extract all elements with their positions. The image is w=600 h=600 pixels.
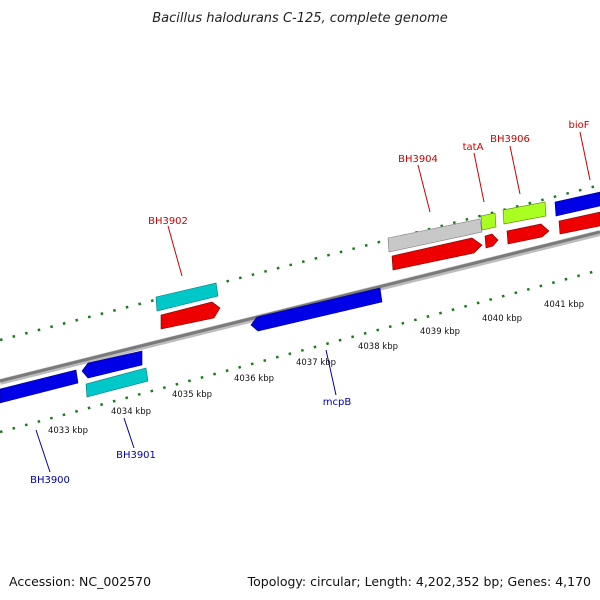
position-tick-label: 4033 kbp [48, 426, 88, 436]
gene-mcpb[interactable] [250, 287, 383, 332]
map-title: Bacillus halodurans C-125, complete geno… [152, 11, 448, 26]
feature-bh3902-overlap[interactable] [155, 282, 219, 312]
leader-line-bh3901 [123, 417, 135, 449]
gene-label-mcpb: mcpB [323, 397, 352, 408]
gene-biof[interactable] [558, 211, 600, 235]
leader-line-bh3906 [509, 145, 521, 195]
gene-label-biof: bioF [569, 120, 590, 131]
position-tick-label: 4035 kbp [172, 390, 212, 400]
gene-label-bh3900: BH3900 [30, 475, 70, 486]
position-tick-label: 4036 kbp [234, 374, 274, 384]
leader-line-mcpb [325, 349, 337, 396]
position-tick-label: 4037 kbp [296, 358, 336, 368]
position-tick-label: 4039 kbp [420, 327, 460, 337]
gene-label-bh3904: BH3904 [398, 154, 438, 165]
gene-label-bh3901: BH3901 [116, 450, 156, 461]
lower-tick-track [0, 268, 600, 434]
topology-summary-text: Topology: circular; Length: 4,202,352 bp… [247, 574, 591, 589]
gene-bh3904[interactable] [391, 237, 483, 271]
feature-bh3904-overlap[interactable] [387, 218, 483, 253]
feature-tata-overlap[interactable] [480, 212, 497, 231]
gene-label-tata: tatA [463, 142, 484, 153]
gene-tata[interactable] [484, 233, 499, 249]
feature-bh3906-overlap[interactable] [502, 201, 547, 225]
gene-bh3900[interactable] [0, 369, 79, 404]
feature-bh3901-overlap[interactable] [85, 367, 149, 398]
gene-bh3902[interactable] [160, 301, 221, 330]
leader-line-biof [579, 131, 591, 181]
position-tick-label: 4040 kbp [482, 314, 522, 324]
leader-line-bh3904 [417, 164, 431, 213]
genome-backbone [0, 230, 600, 383]
leader-line-bh3902 [167, 225, 183, 277]
accession-text: Accession: NC_002570 [9, 574, 151, 589]
position-tick-label: 4034 kbp [111, 407, 151, 417]
position-tick-label: 4041 kbp [544, 300, 584, 310]
gene-bh3906[interactable] [506, 223, 550, 245]
position-tick-label: 4038 kbp [358, 342, 398, 352]
leader-line-bh3900 [35, 429, 51, 473]
gene-label-bh3906: BH3906 [490, 134, 530, 145]
leader-line-tata [473, 152, 485, 203]
gene-label-bh3902: BH3902 [148, 216, 188, 227]
gene-bh3901[interactable] [81, 350, 143, 379]
feature-biof-overlap[interactable] [554, 191, 600, 217]
